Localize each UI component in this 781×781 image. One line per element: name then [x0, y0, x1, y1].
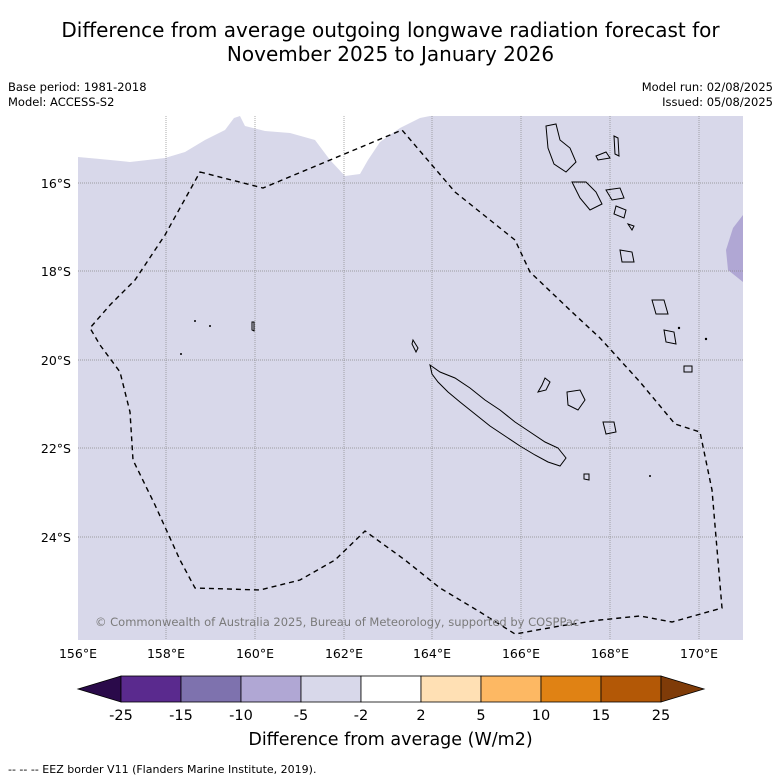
colorbar-tick-label: -5	[294, 708, 308, 724]
base-info: Base period: 1981-2018 Model: ACCESS-S2	[8, 80, 147, 110]
lifou-island	[566, 389, 586, 411]
colorbar-extend-min	[76, 675, 122, 703]
lon-tick-label: 170°E	[680, 646, 718, 661]
lon-tick-label: 164°E	[413, 646, 451, 661]
colorbar-title: Difference from average (W/m2)	[248, 730, 533, 750]
base-period: Base period: 1981-2018	[8, 80, 147, 94]
colorbar-segment	[360, 675, 422, 703]
lat-tick-label: 20°S	[41, 353, 71, 368]
colorbar-segment	[600, 675, 662, 703]
graticule	[78, 116, 743, 640]
colorbar-tick-label: -25	[109, 708, 133, 724]
lat-tick-label: 22°S	[41, 441, 71, 456]
colorbar-segment	[420, 675, 482, 703]
new-caledonia-island	[429, 363, 567, 467]
lon-tick-label: 168°E	[591, 646, 629, 661]
small-islet	[677, 326, 681, 330]
lon-tick-label: 156°E	[59, 646, 97, 661]
chesterfield-islet	[251, 321, 255, 332]
lat-tick-label: 24°S	[41, 530, 71, 545]
small-islet	[649, 475, 651, 477]
model-name: Model: ACCESS-S2	[8, 95, 115, 109]
eez-legend-note: -- -- -- EEZ border V11 (Flanders Marine…	[8, 763, 317, 776]
colorbar-tick-label: -15	[169, 708, 193, 724]
lon-axis: 156°E 158°E 160°E 162°E 164°E 166°E 168°E 170°E	[59, 646, 718, 661]
small-islet	[180, 353, 182, 355]
colorbar-segment	[540, 675, 602, 703]
small-islet	[194, 320, 196, 322]
colorbar-tick-label: -2	[354, 708, 368, 724]
colorbar-tick-label: 5	[476, 708, 485, 724]
small-islet	[209, 325, 211, 327]
lon-tick-label: 158°E	[147, 646, 185, 661]
lon-tick-label: 162°E	[325, 646, 363, 661]
vanuatu-islands	[545, 123, 693, 373]
title-line-1: Difference from average outgoing longwav…	[61, 18, 720, 42]
belep-island	[411, 338, 419, 354]
model-run: Model run: 02/08/2025	[641, 80, 773, 94]
colorbar-segment	[240, 675, 302, 703]
map-background	[78, 116, 743, 640]
lon-tick-label: 160°E	[236, 646, 274, 661]
lat-tick-label: 18°S	[41, 264, 71, 279]
colorbar: -25 -15 -10 -5 -2 2 5 10 15 25	[76, 675, 706, 724]
colorbar-tick-label: 10	[532, 708, 550, 724]
colorbar-tick-label: 15	[592, 708, 610, 724]
small-islet	[704, 337, 708, 341]
colorbar-tick-label: 25	[652, 708, 670, 724]
run-info: Model run: 02/08/2025 Issued: 05/08/2025	[642, 80, 773, 110]
colorbar-tick-label: -10	[229, 708, 253, 724]
colorbar-segment	[120, 675, 182, 703]
mare-island	[602, 421, 617, 435]
lon-tick-label: 166°E	[502, 646, 540, 661]
colorbar-segment	[180, 675, 242, 703]
colorbar-segment	[480, 675, 542, 703]
isle-of-pines	[583, 473, 590, 481]
copyright-notice: © Commonwealth of Australia 2025, Bureau…	[95, 615, 579, 629]
lat-axis: 16°S 18°S 20°S 22°S 24°S	[41, 176, 71, 545]
colorbar-segment	[300, 675, 362, 703]
chart-title: Difference from average outgoing longwav…	[0, 18, 781, 66]
title-line-2: November 2025 to January 2026	[226, 42, 555, 66]
anomaly-region	[726, 215, 743, 282]
colorbar-extend-max	[660, 675, 706, 703]
colorbar-tick-label: 2	[416, 708, 425, 724]
eez-border	[89, 129, 723, 635]
ouvea-island	[536, 377, 551, 393]
issued-date: Issued: 05/08/2025	[662, 95, 773, 109]
lat-tick-label: 16°S	[41, 176, 71, 191]
